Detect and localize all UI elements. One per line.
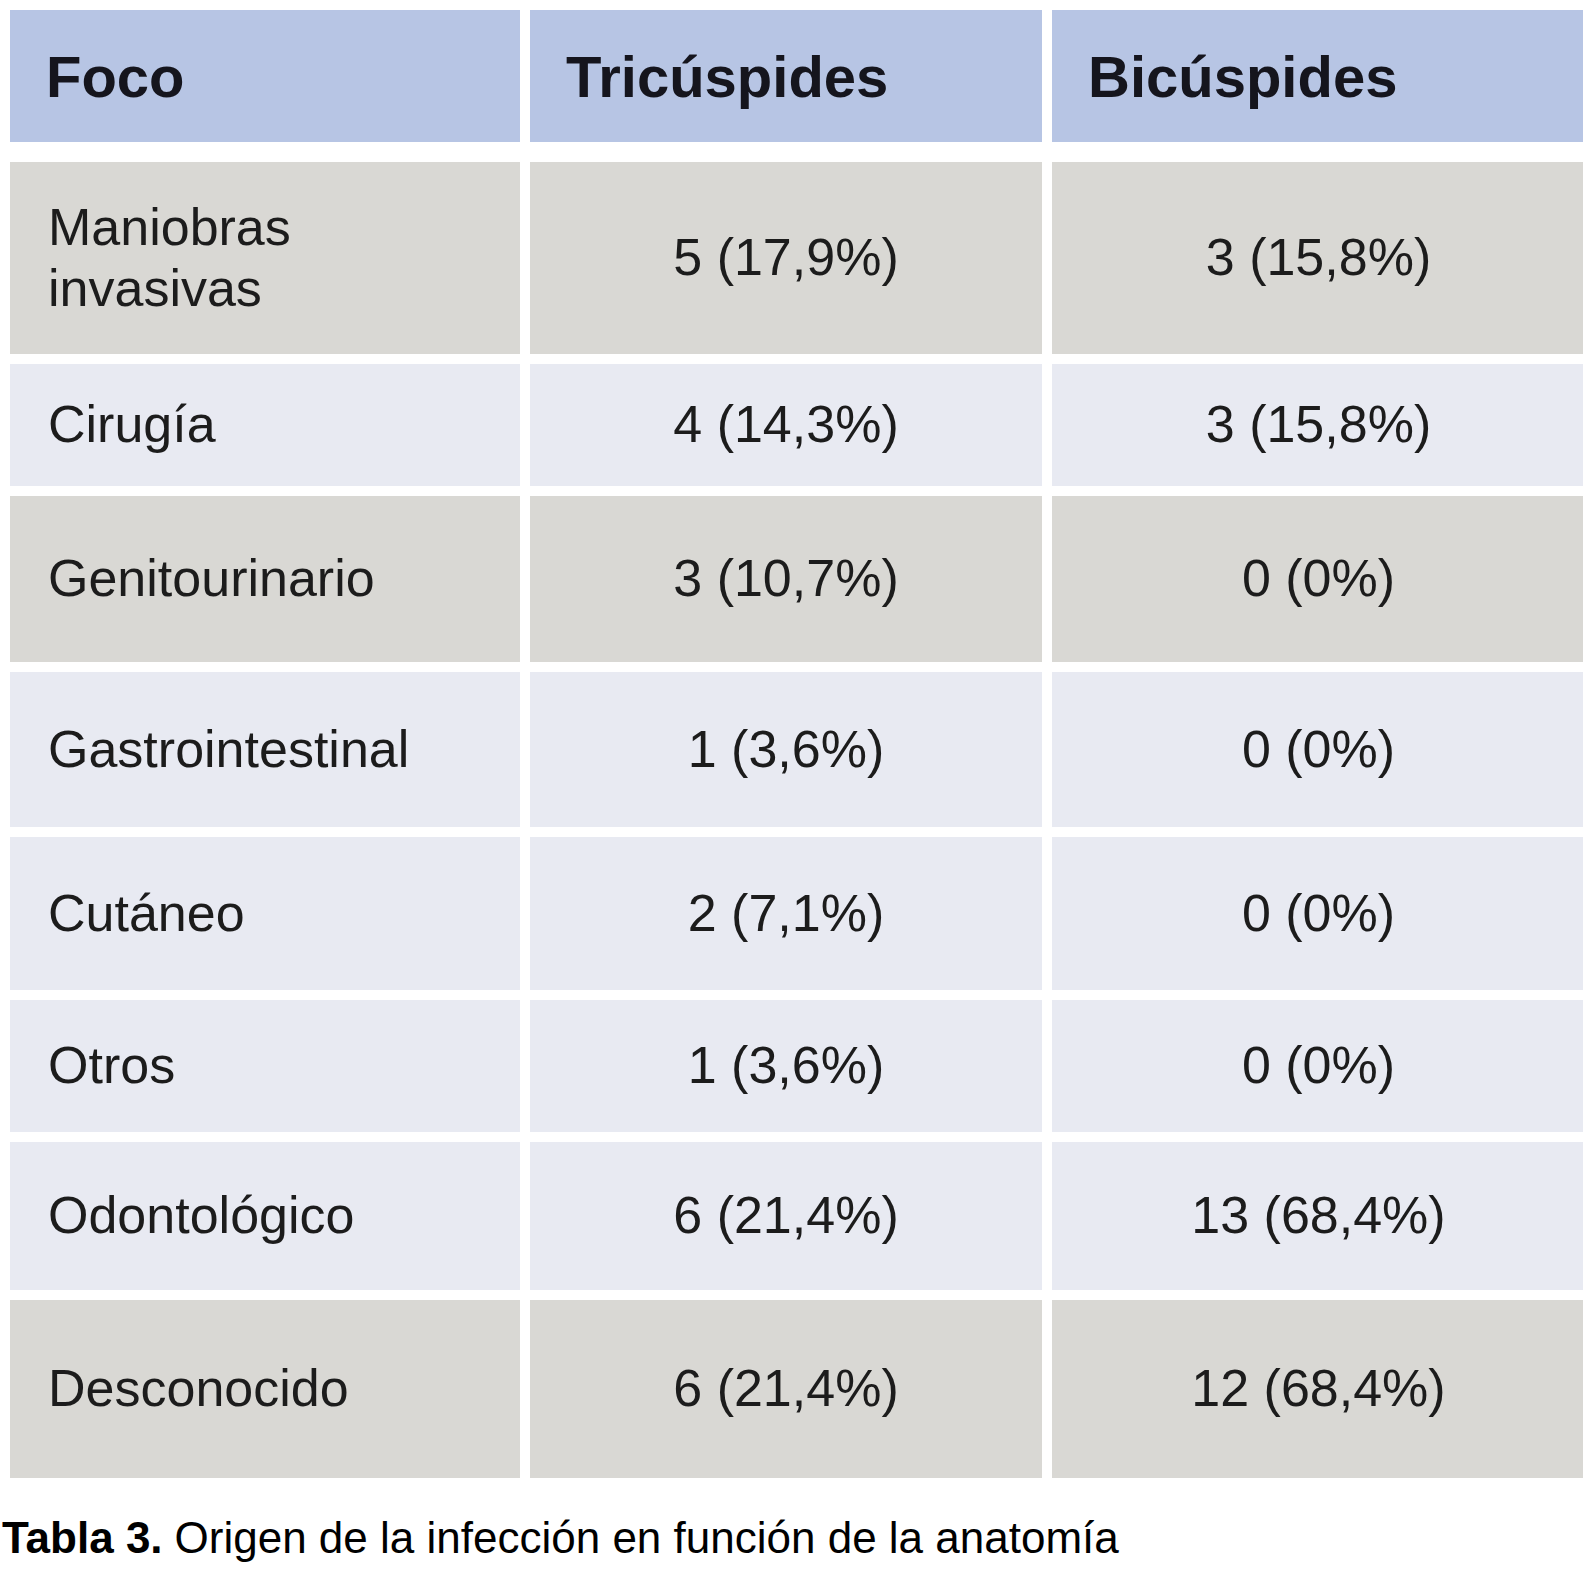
table-row: Genitourinario 3 (10,7%) 0 (0%) [10,496,1583,662]
cell-foco: Maniobras invasivas [10,162,520,354]
cell-tricuspides: 5 (17,9%) [530,162,1042,354]
cell-tricuspides: 2 (7,1%) [530,837,1042,990]
table-header-row: Foco Tricúspides Bicúspides [10,10,1583,142]
anatomy-infection-table: Foco Tricúspides Bicúspides Maniobras in… [0,0,1583,1488]
cell-bicuspides: 12 (68,4%) [1052,1300,1583,1478]
caption-text: Origen de la infección en función de la … [175,1513,1119,1562]
cell-tricuspides: 4 (14,3%) [530,364,1042,486]
table-row: Desconocido 6 (21,4%) 12 (68,4%) [10,1300,1583,1478]
table-row: Maniobras invasivas 5 (17,9%) 3 (15,8%) [10,162,1583,354]
column-header-foco: Foco [10,10,520,142]
cell-foco: Gastrointestinal [10,672,520,827]
table-caption: Tabla 3.Origen de la infección en funció… [2,1512,1583,1565]
table-row: Cutáneo 2 (7,1%) 0 (0%) [10,837,1583,990]
cell-bicuspides: 13 (68,4%) [1052,1142,1583,1290]
cell-bicuspides: 3 (15,8%) [1052,364,1583,486]
cell-foco: Cutáneo [10,837,520,990]
table-row: Gastrointestinal 1 (3,6%) 0 (0%) [10,672,1583,827]
column-header-tricuspides: Tricúspides [530,10,1042,142]
table-row: Otros 1 (3,6%) 0 (0%) [10,1000,1583,1132]
cell-tricuspides: 1 (3,6%) [530,1000,1042,1132]
cell-bicuspides: 3 (15,8%) [1052,162,1583,354]
cell-tricuspides: 6 (21,4%) [530,1142,1042,1290]
cell-tricuspides: 3 (10,7%) [530,496,1042,662]
cell-bicuspides: 0 (0%) [1052,837,1583,990]
cell-bicuspides: 0 (0%) [1052,1000,1583,1132]
cell-tricuspides: 1 (3,6%) [530,672,1042,827]
table-row: Odontológico 6 (21,4%) 13 (68,4%) [10,1142,1583,1290]
cell-bicuspides: 0 (0%) [1052,496,1583,662]
cell-foco: Odontológico [10,1142,520,1290]
cell-tricuspides: 6 (21,4%) [530,1300,1042,1478]
cell-foco: Cirugía [10,364,520,486]
cell-bicuspides: 0 (0%) [1052,672,1583,827]
cell-foco: Genitourinario [10,496,520,662]
caption-label: Tabla 3. [2,1513,163,1562]
column-header-bicuspides: Bicúspides [1052,10,1583,142]
cell-foco: Desconocido [10,1300,520,1478]
table-row: Cirugía 4 (14,3%) 3 (15,8%) [10,364,1583,486]
cell-foco: Otros [10,1000,520,1132]
